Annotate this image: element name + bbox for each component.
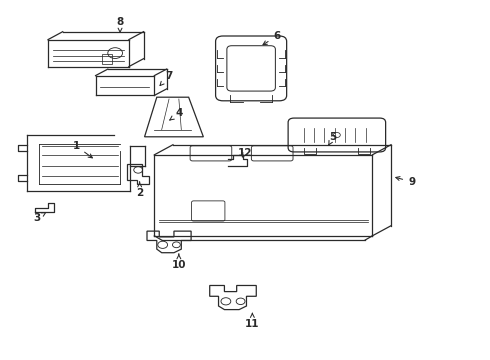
Text: 9: 9	[396, 177, 415, 187]
Text: 8: 8	[117, 17, 123, 32]
Text: 3: 3	[33, 212, 46, 223]
Text: 1: 1	[73, 141, 93, 158]
Text: 11: 11	[245, 313, 260, 329]
Text: 7: 7	[160, 71, 173, 86]
Text: 5: 5	[329, 132, 337, 145]
Text: 10: 10	[172, 254, 186, 270]
Text: 12: 12	[238, 148, 252, 158]
Text: 4: 4	[170, 108, 183, 120]
Bar	[102, 54, 112, 64]
Text: 2: 2	[136, 182, 143, 198]
Text: 6: 6	[263, 31, 280, 45]
